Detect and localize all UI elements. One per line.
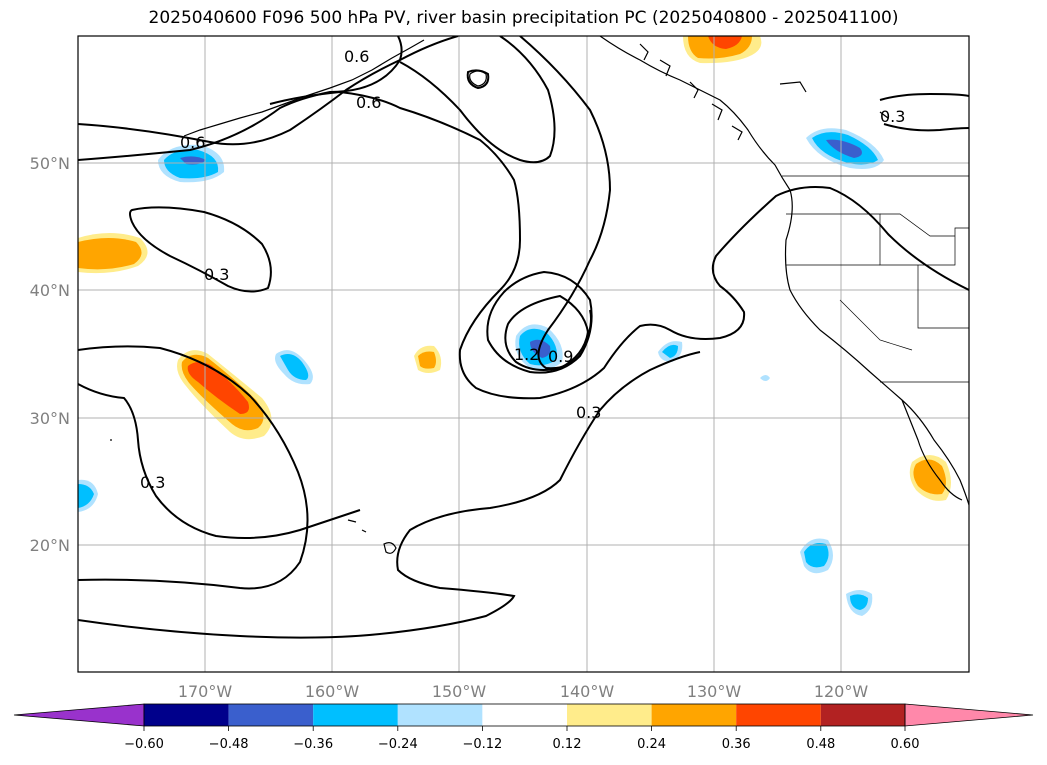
colorbar-segment — [313, 704, 398, 726]
map-frame — [77, 35, 970, 673]
colorbar: −0.60 −0.48 −0.36 −0.24 −0.12 0.12 0.24 … — [13, 703, 1034, 752]
colorbar-segment — [228, 704, 314, 726]
precip-blob — [78, 484, 94, 508]
colorbar-tick-label: 0.24 — [637, 737, 666, 752]
precip-blob — [913, 459, 946, 495]
precip-blob — [708, 36, 742, 49]
colorbar-tick-label: 0.48 — [806, 737, 835, 752]
lat-label: 40°N — [30, 281, 70, 300]
contour-label: 0.3 — [880, 107, 905, 126]
map-title: 2025040600 F096 500 hPa PV, river basin … — [148, 8, 899, 28]
colorbar-outline — [143, 703, 906, 727]
lon-label: 170°W — [178, 682, 233, 701]
colorbar-tick-marks — [143, 726, 906, 731]
lon-label: 130°W — [687, 682, 742, 701]
precip-blob — [760, 375, 770, 381]
pv-contours — [78, 36, 969, 639]
contour-label: 0.3 — [140, 473, 165, 492]
precip-blob — [180, 156, 206, 165]
precip-blob — [78, 238, 142, 270]
colorbar-tick-label: 0.36 — [722, 737, 751, 752]
colorbar-tick-label: −0.60 — [124, 737, 164, 752]
colorbar-segment — [820, 704, 905, 726]
precip-blob — [826, 139, 862, 158]
colorbar-tick-label: −0.36 — [293, 737, 333, 752]
colorbar-tick-label: −0.48 — [209, 737, 249, 752]
contour-label: 0.6 — [344, 47, 369, 66]
precip-blob — [280, 354, 309, 380]
lon-label: 140°W — [560, 682, 615, 701]
lon-label: 160°W — [305, 682, 360, 701]
contour-labels: 0.6 0.6 0.6 0.3 0.3 0.3 1.2 0.9 0.3 — [140, 47, 905, 492]
colorbar-segment — [736, 704, 821, 726]
colorbar-segment — [567, 704, 652, 726]
lon-label: 150°W — [432, 682, 487, 701]
colorbar-extend-low — [13, 703, 145, 727]
colorbar-tick-label: −0.12 — [462, 737, 502, 752]
lat-label: 50°N — [30, 154, 70, 173]
lat-label: 20°N — [30, 536, 70, 555]
colorbar-segment — [144, 704, 229, 726]
political-borders — [782, 175, 969, 383]
precip-blob — [418, 351, 436, 369]
colorbar-segment — [397, 704, 483, 726]
lat-label: 30°N — [30, 409, 70, 428]
colorbar-segment — [651, 704, 737, 726]
contour-label: 0.3 — [204, 265, 229, 284]
colorbar-segment — [482, 704, 567, 726]
contour-label: 0.6 — [356, 93, 381, 112]
contour-label: 0.3 — [576, 403, 601, 422]
contour-label: 0.6 — [180, 133, 205, 152]
colorbar-tick-label: 0.12 — [553, 737, 582, 752]
precip-blob — [850, 594, 868, 610]
longitude-labels: 170°W 160°W 150°W 140°W 130°W 120°W — [178, 682, 869, 701]
precip-blob — [804, 543, 829, 568]
precip-blob — [187, 362, 249, 414]
precip-shading — [78, 36, 951, 616]
colorbar-tick-label: −0.24 — [378, 737, 418, 752]
colorbar-tick-label: 0.60 — [891, 737, 920, 752]
contour-label: 1.2 — [514, 345, 539, 364]
precip-blob — [662, 344, 678, 358]
contour-label: 0.9 — [548, 347, 573, 366]
latitude-labels: 50°N 40°N 30°N 20°N — [30, 154, 70, 555]
colorbar-extend-high — [904, 703, 1034, 727]
lon-label: 120°W — [814, 682, 869, 701]
